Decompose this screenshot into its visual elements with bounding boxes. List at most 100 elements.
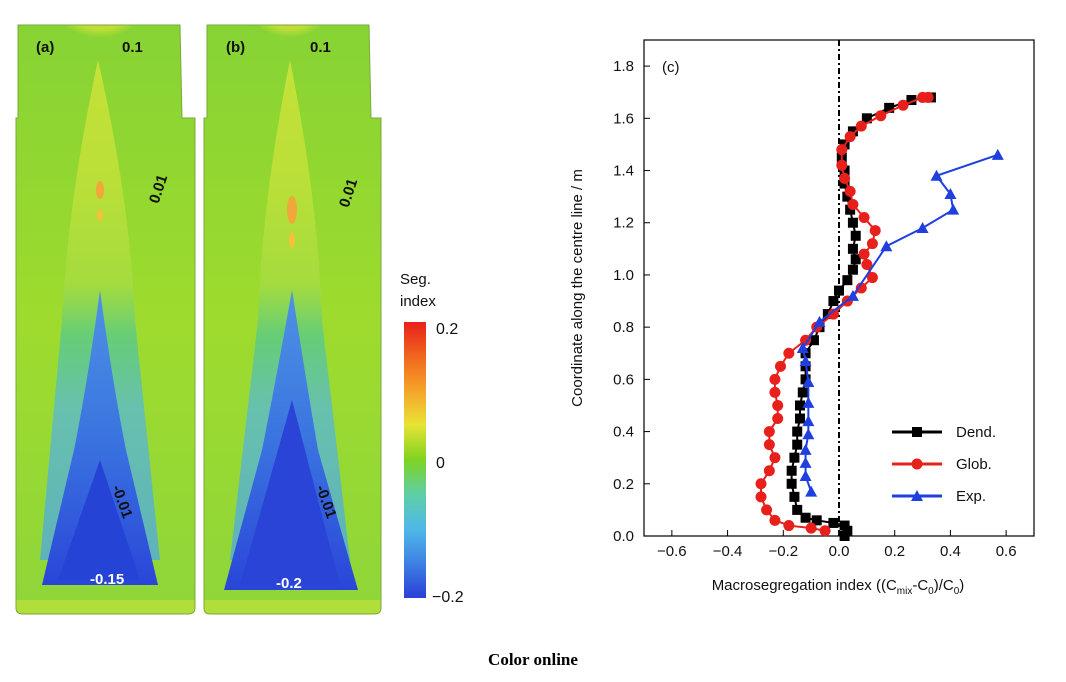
data-point bbox=[844, 185, 856, 197]
data-point bbox=[861, 259, 873, 271]
data-point bbox=[772, 399, 784, 411]
data-point bbox=[842, 191, 853, 202]
y-tick-label: 0.6 bbox=[613, 371, 634, 388]
data-point bbox=[822, 309, 833, 320]
data-point bbox=[811, 515, 822, 526]
y-tick-label: 1.0 bbox=[613, 267, 634, 284]
data-point bbox=[855, 282, 867, 294]
legend-marker bbox=[911, 490, 923, 501]
data-point bbox=[839, 520, 850, 531]
data-point bbox=[769, 373, 781, 385]
data-point bbox=[869, 225, 881, 237]
legend-item: Exp. bbox=[892, 488, 986, 505]
colorbar-title-line2: index bbox=[400, 293, 436, 310]
y-tick-label: 1.6 bbox=[613, 110, 634, 127]
data-point bbox=[795, 400, 805, 411]
y-axis-label: Coordinate along the centre line / m bbox=[569, 169, 586, 407]
colorbar-tick-max: 0.2 bbox=[436, 321, 458, 338]
data-point bbox=[761, 504, 773, 516]
data-point bbox=[802, 375, 815, 387]
data-point bbox=[842, 275, 853, 286]
data-point bbox=[797, 387, 808, 398]
y-tick-label: 1.4 bbox=[613, 163, 634, 180]
data-point bbox=[944, 188, 957, 200]
data-point bbox=[763, 439, 775, 451]
panel-a-hot-streak bbox=[96, 181, 104, 199]
x-tick-label: −0.2 bbox=[768, 543, 798, 560]
legend-item: Glob. bbox=[892, 456, 992, 473]
colorbar-gradient bbox=[404, 322, 426, 598]
panel-b-outline bbox=[203, 24, 382, 615]
panel-a-negative-cone bbox=[42, 290, 158, 585]
y-tick-label: 1.8 bbox=[613, 58, 634, 75]
panel-c-label: (c) bbox=[662, 59, 680, 76]
data-point bbox=[805, 485, 818, 497]
x-tick-label: 0.4 bbox=[940, 543, 961, 560]
legend-marker bbox=[912, 427, 922, 437]
x-axis-label-part: Macrosegregation index ((C bbox=[712, 577, 897, 594]
data-point bbox=[827, 308, 839, 320]
data-point bbox=[813, 315, 826, 327]
panel-b: (b) 0.1 0.01 -0.01 -0.2 bbox=[203, 24, 382, 615]
panel-a-bottom-band bbox=[16, 600, 195, 614]
data-point bbox=[861, 113, 872, 124]
panel-a-cone-core bbox=[58, 460, 140, 580]
data-point bbox=[775, 360, 786, 372]
data-point bbox=[786, 478, 797, 489]
data-point bbox=[866, 272, 878, 284]
data-point bbox=[799, 443, 812, 455]
x-axis-label-part: -C bbox=[912, 577, 928, 594]
legend-label: Exp. bbox=[956, 488, 986, 505]
data-point bbox=[796, 342, 809, 354]
panel-b-hot-spot bbox=[250, 25, 330, 68]
legend: Dend. Glob. Exp. bbox=[892, 424, 996, 505]
data-point bbox=[875, 110, 887, 122]
data-point bbox=[834, 285, 844, 296]
data-point bbox=[847, 217, 858, 228]
contour-label-a-bottom: -0.15 bbox=[90, 571, 124, 588]
x-tick-label: 0.0 bbox=[829, 543, 850, 560]
panel-a-hot-streak bbox=[97, 209, 103, 221]
contour-label-b-top: 0.1 bbox=[310, 39, 331, 56]
colorbar-tick-min: −0.2 bbox=[432, 589, 464, 606]
data-point bbox=[802, 428, 815, 440]
data-point bbox=[836, 159, 848, 171]
panel-b-label: (b) bbox=[226, 39, 245, 56]
y-tick-label: 0.2 bbox=[613, 476, 634, 493]
data-point bbox=[772, 413, 784, 425]
data-point bbox=[842, 525, 853, 536]
data-point bbox=[802, 396, 815, 408]
axis-ticks: −0.6 −0.4 −0.2 0.0 0.2 0.4 0.6 0.0 0.2 0.4 0.6 0.8 1… bbox=[613, 58, 1016, 560]
panel-b-bottom-band bbox=[204, 600, 381, 614]
data-point bbox=[916, 221, 929, 233]
data-point bbox=[783, 520, 795, 532]
macrosegregation-chart: −0.6 −0.4 −0.2 0.0 0.2 0.4 0.6 0.0 0.2 0.4 0.6 0.8 1… bbox=[569, 39, 1035, 597]
data-point bbox=[947, 203, 960, 215]
data-point bbox=[802, 415, 815, 427]
data-point bbox=[789, 452, 800, 463]
data-point bbox=[799, 456, 812, 468]
y-tick-label: 0.4 bbox=[613, 424, 634, 441]
data-point bbox=[792, 439, 803, 450]
data-point bbox=[786, 465, 797, 476]
contour-label-b-bottom: -0.2 bbox=[276, 575, 302, 592]
panel-a-hot-spot bbox=[55, 25, 145, 70]
data-point bbox=[850, 254, 861, 265]
panel-a-outline bbox=[15, 24, 196, 615]
legend-label: Glob. bbox=[956, 456, 992, 473]
data-point bbox=[847, 126, 858, 137]
panel-a: (a) 0.1 0.01 -0.01 -0.15 bbox=[15, 24, 196, 615]
legend-item: Dend. bbox=[892, 424, 996, 441]
data-point bbox=[844, 131, 856, 143]
colorbar-tick-zero: 0 bbox=[436, 455, 445, 472]
colorbar: Seg. index 0.2 0 −0.2 bbox=[400, 271, 464, 606]
data-point bbox=[906, 95, 917, 106]
data-point bbox=[855, 120, 867, 132]
data-point bbox=[800, 512, 811, 523]
panel-b-hot-streak bbox=[289, 232, 295, 248]
data-point bbox=[769, 452, 781, 464]
contour-label-a-top: 0.1 bbox=[122, 39, 143, 56]
y-tick-label: 1.2 bbox=[613, 215, 634, 232]
data-point bbox=[847, 264, 858, 275]
data-point bbox=[847, 243, 858, 254]
